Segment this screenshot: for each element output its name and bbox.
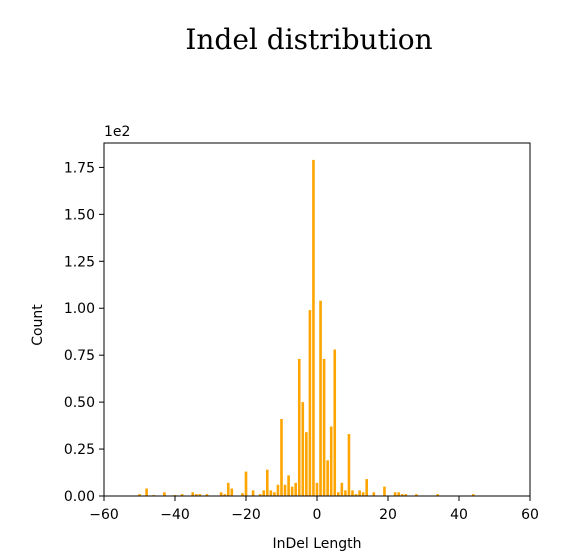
y-tick-label: 1.25: [64, 254, 95, 270]
bar: [372, 492, 376, 496]
bar: [347, 434, 351, 496]
y-tick-label: 1.75: [64, 160, 95, 176]
bar: [198, 494, 202, 496]
bar: [273, 492, 276, 496]
bar: [415, 494, 418, 496]
bar: [251, 490, 255, 496]
bar: [354, 494, 358, 496]
bar: [191, 492, 195, 496]
bar: [319, 300, 322, 496]
bar: [393, 492, 397, 496]
x-tick-label: −20: [231, 507, 261, 523]
bar: [471, 494, 475, 496]
bar: [312, 159, 315, 496]
chart-title: Indel distribution: [185, 23, 432, 56]
y-tick-label: 1.50: [64, 207, 95, 223]
y-multiplier-label: 1e2: [104, 124, 130, 140]
bar: [219, 492, 223, 496]
x-axis-label: InDel Length: [272, 536, 361, 552]
bar: [329, 426, 333, 496]
bar: [266, 469, 269, 496]
bar: [276, 484, 280, 496]
bar: [305, 432, 308, 496]
x-tick-label: 60: [521, 507, 539, 523]
bar: [163, 492, 166, 496]
bar: [226, 482, 230, 496]
bar: [241, 493, 244, 496]
bar: [337, 492, 340, 496]
bar: [223, 494, 226, 496]
bar: [358, 490, 361, 496]
bar: [280, 419, 283, 496]
bar: [290, 486, 294, 496]
y-tick-label: 0.50: [64, 395, 95, 411]
y-tick-label: 0.75: [64, 348, 95, 364]
bar: [195, 494, 198, 496]
y-tick-label: 0.00: [64, 489, 95, 505]
x-tick-label: −60: [89, 507, 119, 523]
bar: [297, 358, 301, 496]
bar: [361, 492, 365, 496]
x-tick-label: 40: [450, 507, 468, 523]
x-tick-label: −40: [160, 507, 190, 523]
x-axis: −60 −40 −20 0 20 40 60: [89, 496, 539, 523]
bar: [397, 492, 400, 496]
bar: [326, 460, 329, 496]
bar: [308, 310, 312, 496]
bar: [294, 482, 297, 496]
y-axis: 0.00 0.25 0.50 0.75 1.00 1.25 1.50 1.75: [64, 160, 104, 505]
bar: [383, 486, 386, 496]
bar: [244, 471, 248, 496]
bar: [436, 494, 439, 496]
bar: [269, 490, 273, 496]
y-axis-label: Count: [30, 304, 46, 346]
bar: [138, 494, 141, 496]
bar: [333, 349, 337, 496]
bar: [301, 402, 305, 496]
y-tick-label: 1.00: [64, 301, 95, 317]
bar: [180, 494, 184, 496]
bar: [344, 490, 347, 496]
bar: [404, 494, 408, 496]
bar: [340, 482, 344, 496]
bar: [262, 490, 266, 496]
bar: [230, 488, 234, 496]
x-tick-label: 20: [379, 507, 397, 523]
bar: [287, 475, 290, 496]
bar: [365, 479, 368, 496]
y-tick-label: 0.25: [64, 442, 95, 458]
bar: [322, 358, 326, 496]
x-tick-label: 0: [313, 507, 322, 523]
bar: [145, 488, 148, 496]
plot-frame: [103, 142, 531, 497]
bar: [205, 494, 209, 496]
bar: [400, 494, 404, 496]
bars-group: [138, 159, 475, 496]
bar: [258, 494, 262, 496]
bar: [283, 484, 287, 496]
bar: [351, 490, 354, 496]
bar: [315, 482, 319, 496]
